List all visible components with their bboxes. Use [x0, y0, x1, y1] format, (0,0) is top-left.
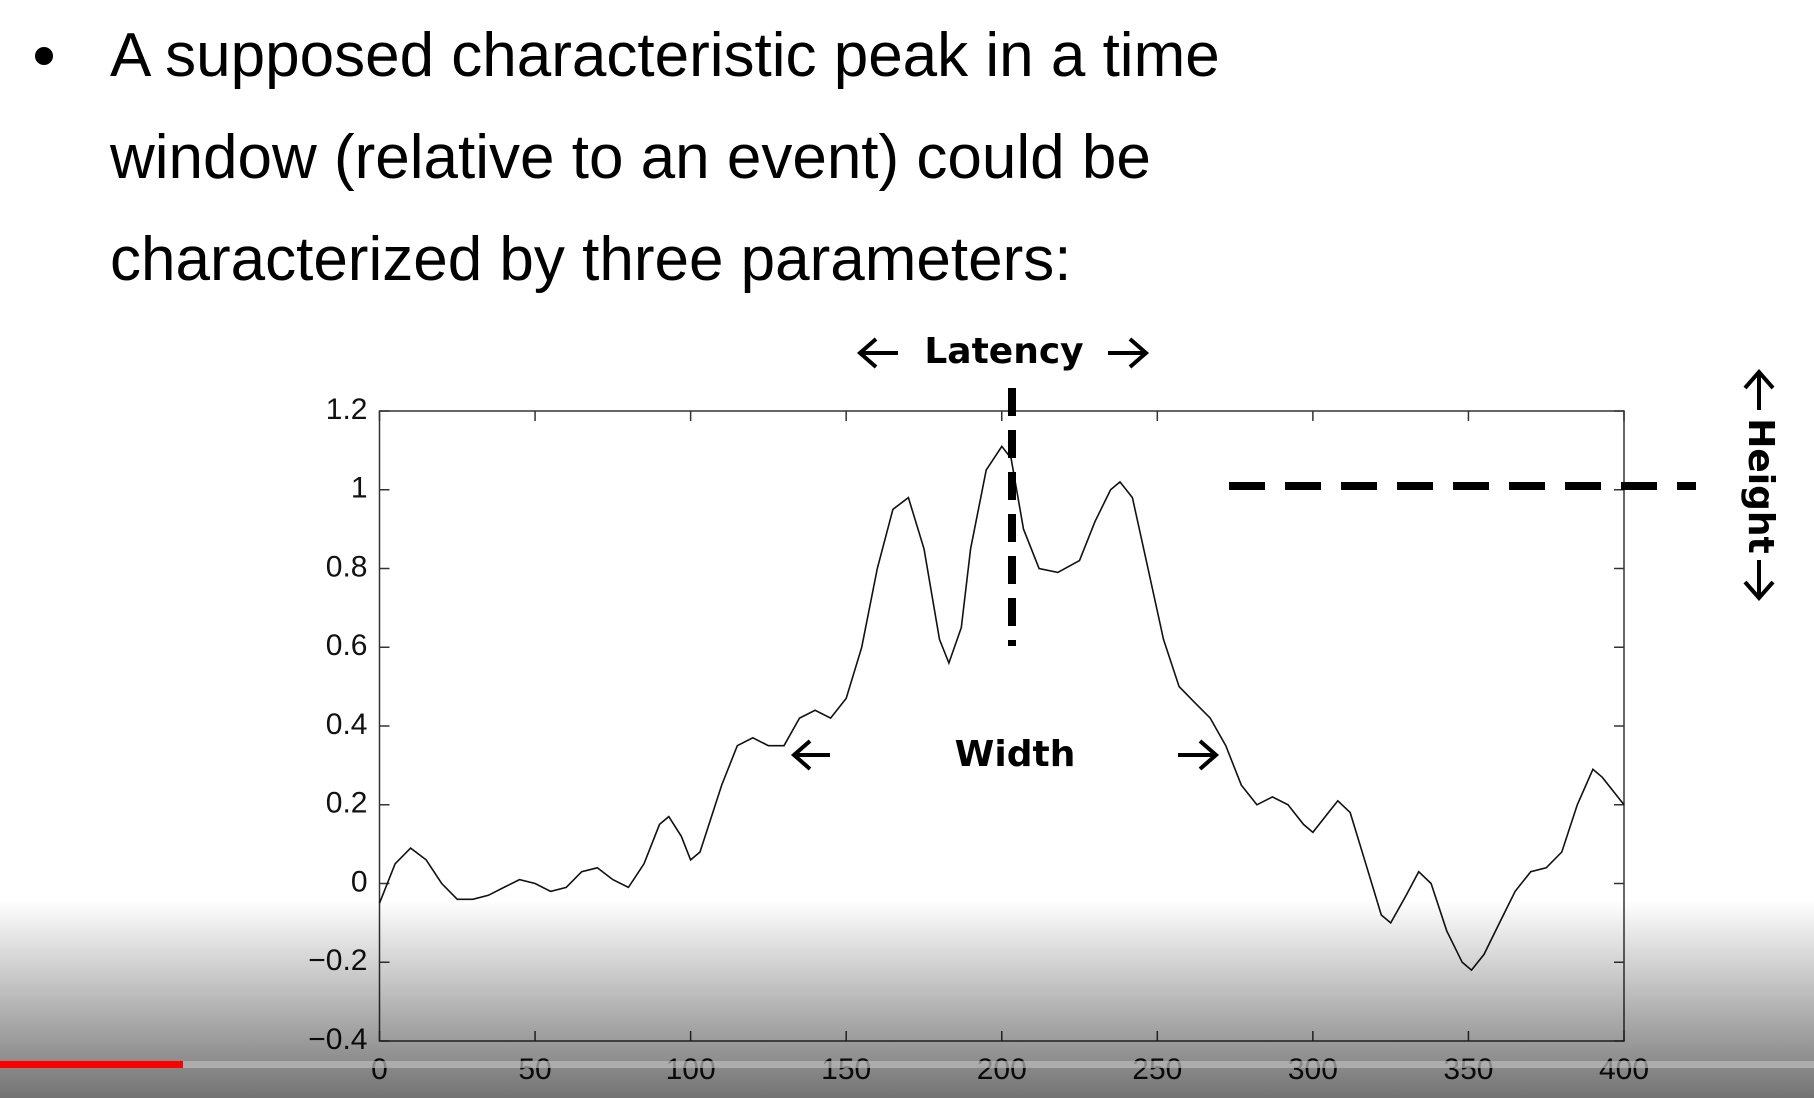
y-tick-label: 0.6 [326, 629, 368, 662]
progress-track[interactable] [0, 1061, 1814, 1068]
player-shade [0, 900, 1814, 1098]
progress-played [0, 1061, 183, 1068]
y-tick-label: 0.8 [326, 550, 368, 583]
y-tick-label: 0 [351, 865, 368, 898]
slide-line: characterized by three parameters: [110, 225, 1071, 294]
slide-line: A supposed characteristic peak in a time [110, 21, 1220, 90]
slide-line: window (relative to an event) could be [109, 123, 1151, 192]
y-tick-label: 1 [351, 472, 368, 505]
y-tick-label: 1.2 [326, 393, 368, 426]
annotation: Latency [924, 331, 1083, 372]
y-tick-label: 0.4 [326, 708, 368, 741]
annotation-arrows [790, 337, 1775, 771]
bullet [35, 47, 53, 65]
y-tick-label: 0.2 [326, 787, 368, 820]
annotation: Height [1740, 418, 1781, 554]
line-series [378, 445, 1625, 972]
annotation: Width [955, 734, 1076, 775]
